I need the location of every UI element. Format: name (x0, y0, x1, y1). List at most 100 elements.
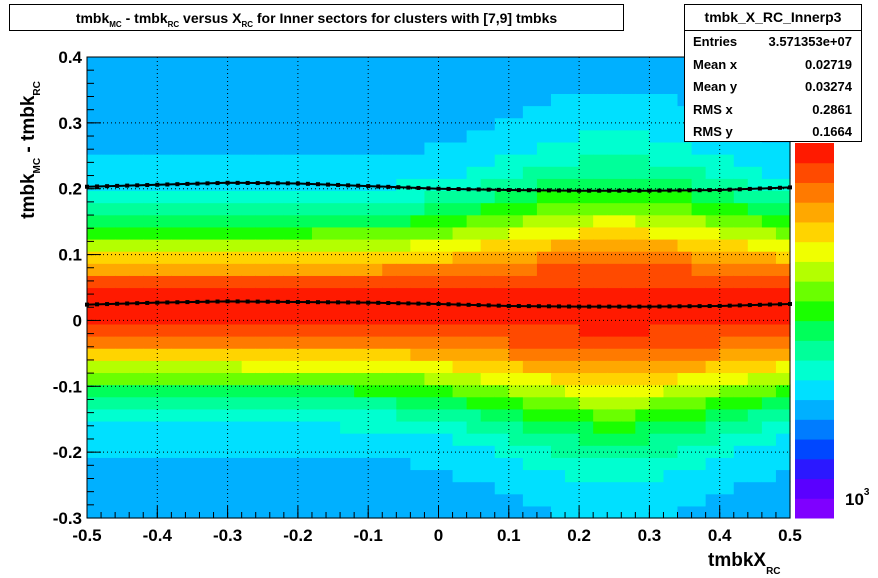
heatmap-cell (241, 69, 257, 82)
profile-point (446, 302, 451, 307)
heatmap-cell (733, 154, 749, 167)
profile-point (557, 304, 562, 309)
heatmap-cell (649, 129, 665, 143)
heatmap-cell (733, 457, 749, 471)
heatmap-cell (354, 238, 369, 252)
profile-point (376, 184, 381, 189)
heatmap-cell (227, 238, 243, 252)
heatmap-cell (677, 323, 693, 337)
heatmap-cell (87, 323, 102, 337)
heatmap-cell (283, 445, 299, 458)
heatmap-cell (241, 311, 257, 325)
heatmap-cell (269, 384, 285, 398)
heatmap-cell (719, 226, 735, 240)
heatmap-cell (115, 129, 130, 143)
heatmap-cell (621, 275, 636, 289)
palette-segment (795, 221, 834, 243)
heatmap-cell (410, 129, 426, 143)
heatmap-cell (396, 311, 411, 325)
heatmap-cell (143, 433, 158, 446)
heatmap-cell (775, 263, 791, 276)
profile-point (155, 182, 160, 187)
heatmap-cell (157, 433, 172, 446)
heatmap-cell (129, 129, 144, 143)
heatmap-cell (227, 360, 243, 374)
heatmap-cell (171, 202, 187, 216)
heatmap-cell (480, 69, 496, 82)
heatmap-cell (649, 251, 665, 264)
heatmap-cell (227, 433, 243, 446)
heatmap-cell (283, 360, 299, 374)
heatmap-cell (326, 323, 341, 337)
heatmap-cell (522, 287, 538, 301)
heatmap-cell (115, 93, 130, 107)
heatmap-cell (101, 493, 116, 507)
heatmap-cell (87, 481, 102, 495)
heatmap-cell (185, 141, 201, 155)
heatmap-cell (171, 372, 187, 386)
heatmap-cell (311, 372, 327, 386)
heatmap-cell (550, 287, 566, 301)
heatmap-cell (311, 360, 327, 374)
heatmap-cell (508, 372, 524, 386)
heatmap-cell (410, 154, 426, 167)
heatmap-cell (115, 433, 130, 446)
heatmap-cell (269, 226, 285, 240)
profile-point (205, 299, 210, 304)
heatmap-cell (87, 433, 102, 446)
heatmap-cell (227, 69, 243, 82)
heatmap-cell (213, 166, 229, 179)
heatmap-cell (593, 433, 608, 446)
heatmap-cell (101, 214, 116, 228)
heatmap-cell (241, 336, 257, 349)
heatmap-cell (101, 226, 116, 240)
heatmap-cell (607, 69, 622, 82)
heatmap-cell (297, 275, 313, 289)
heatmap-cell (354, 275, 369, 289)
heatmap-cell (522, 141, 538, 155)
heatmap-cell (157, 226, 172, 240)
heatmap-cell (719, 251, 735, 264)
heatmap-cell (396, 81, 411, 94)
heatmap-cell (283, 93, 299, 107)
heatmap-cell (635, 129, 650, 143)
heatmap-cell (677, 336, 693, 349)
heatmap-cell (452, 360, 468, 374)
heatmap-cell (382, 372, 397, 386)
heatmap-cell (536, 129, 552, 143)
heatmap-cell (368, 154, 383, 167)
heatmap-cell (452, 469, 468, 483)
heatmap-cell (607, 493, 622, 507)
heatmap-cell (635, 505, 650, 519)
profile-point (195, 299, 200, 304)
profile-point (607, 304, 612, 309)
heatmap-cell (593, 81, 608, 94)
heatmap-cell (663, 469, 679, 483)
heatmap-cell (129, 408, 144, 422)
heatmap-cell (452, 505, 468, 519)
heatmap-cell (283, 348, 299, 361)
y-tick-label: 0.3 (58, 114, 82, 133)
profile-point (125, 183, 130, 188)
heatmap-cell (213, 93, 229, 107)
heatmap-cell (199, 360, 215, 374)
heatmap-cell (579, 105, 594, 119)
heatmap-cell (143, 263, 158, 276)
heatmap-cell (466, 372, 482, 386)
heatmap-cell (129, 69, 144, 82)
heatmap-cell (719, 323, 735, 337)
heatmap-cell (129, 469, 144, 483)
heatmap-cell (326, 275, 341, 289)
heatmap-cell (255, 263, 271, 276)
heatmap-cell (565, 214, 580, 228)
heatmap-cell (354, 81, 369, 94)
heatmap-cell (747, 311, 763, 325)
heatmap-cell (761, 311, 777, 325)
heatmap-cell (311, 275, 327, 289)
heatmap-cell (508, 481, 524, 495)
heatmap-cell (593, 493, 608, 507)
heatmap-cell (691, 214, 707, 228)
heatmap-cell (677, 287, 693, 301)
heatmap-cell (691, 493, 707, 507)
heatmap-cell (199, 481, 215, 495)
